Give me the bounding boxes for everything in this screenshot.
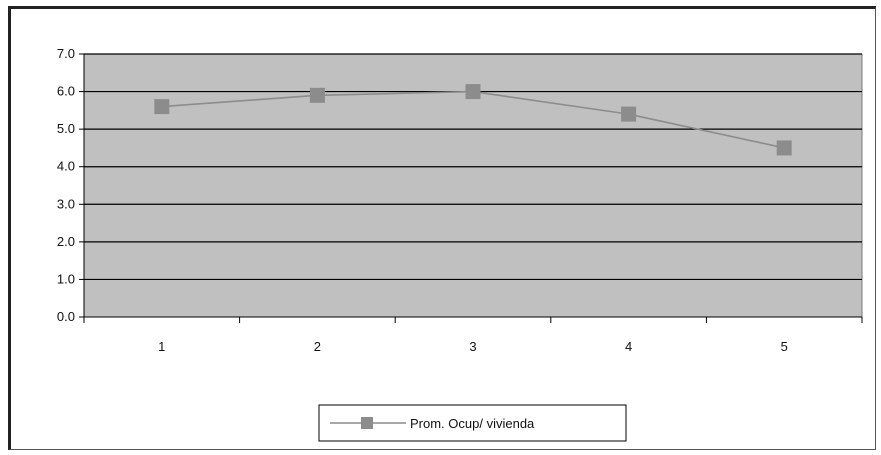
y-tick-label: 6.0	[57, 84, 75, 99]
y-tick-label: 1.0	[57, 271, 75, 286]
y-tick-label: 7.0	[57, 46, 75, 61]
y-tick-labels: 0.0 1.0 2.0 3.0 4.0 5.0 6.0 7.0	[57, 46, 84, 324]
x-tick-labels: 1 2 3 4 5	[83, 317, 863, 354]
x-tick-label: 1	[158, 339, 165, 354]
x-tick-label: 4	[625, 339, 632, 354]
y-tick-label: 5.0	[57, 121, 75, 136]
y-tick-label: 4.0	[57, 159, 75, 174]
y-tick-label: 3.0	[57, 196, 75, 211]
y-tick-label: 0.0	[57, 309, 75, 324]
legend-marker-swatch	[361, 417, 373, 429]
legend-box	[318, 404, 627, 442]
x-tick-label: 5	[781, 339, 788, 354]
legend: Prom. Ocup/ vivienda	[318, 404, 627, 442]
series-layer	[154, 84, 792, 156]
gridlines	[84, 53, 862, 281]
x-tick-label: 3	[469, 339, 476, 354]
legend-label: Prom. Ocup/ vivienda	[410, 416, 535, 431]
data-point	[621, 106, 637, 122]
y-tick-label: 2.0	[57, 234, 75, 249]
data-point	[776, 140, 792, 156]
data-point	[154, 99, 170, 115]
x-tick-label: 2	[314, 339, 321, 354]
data-point	[309, 87, 325, 103]
axes	[83, 54, 862, 318]
data-point	[465, 84, 481, 100]
